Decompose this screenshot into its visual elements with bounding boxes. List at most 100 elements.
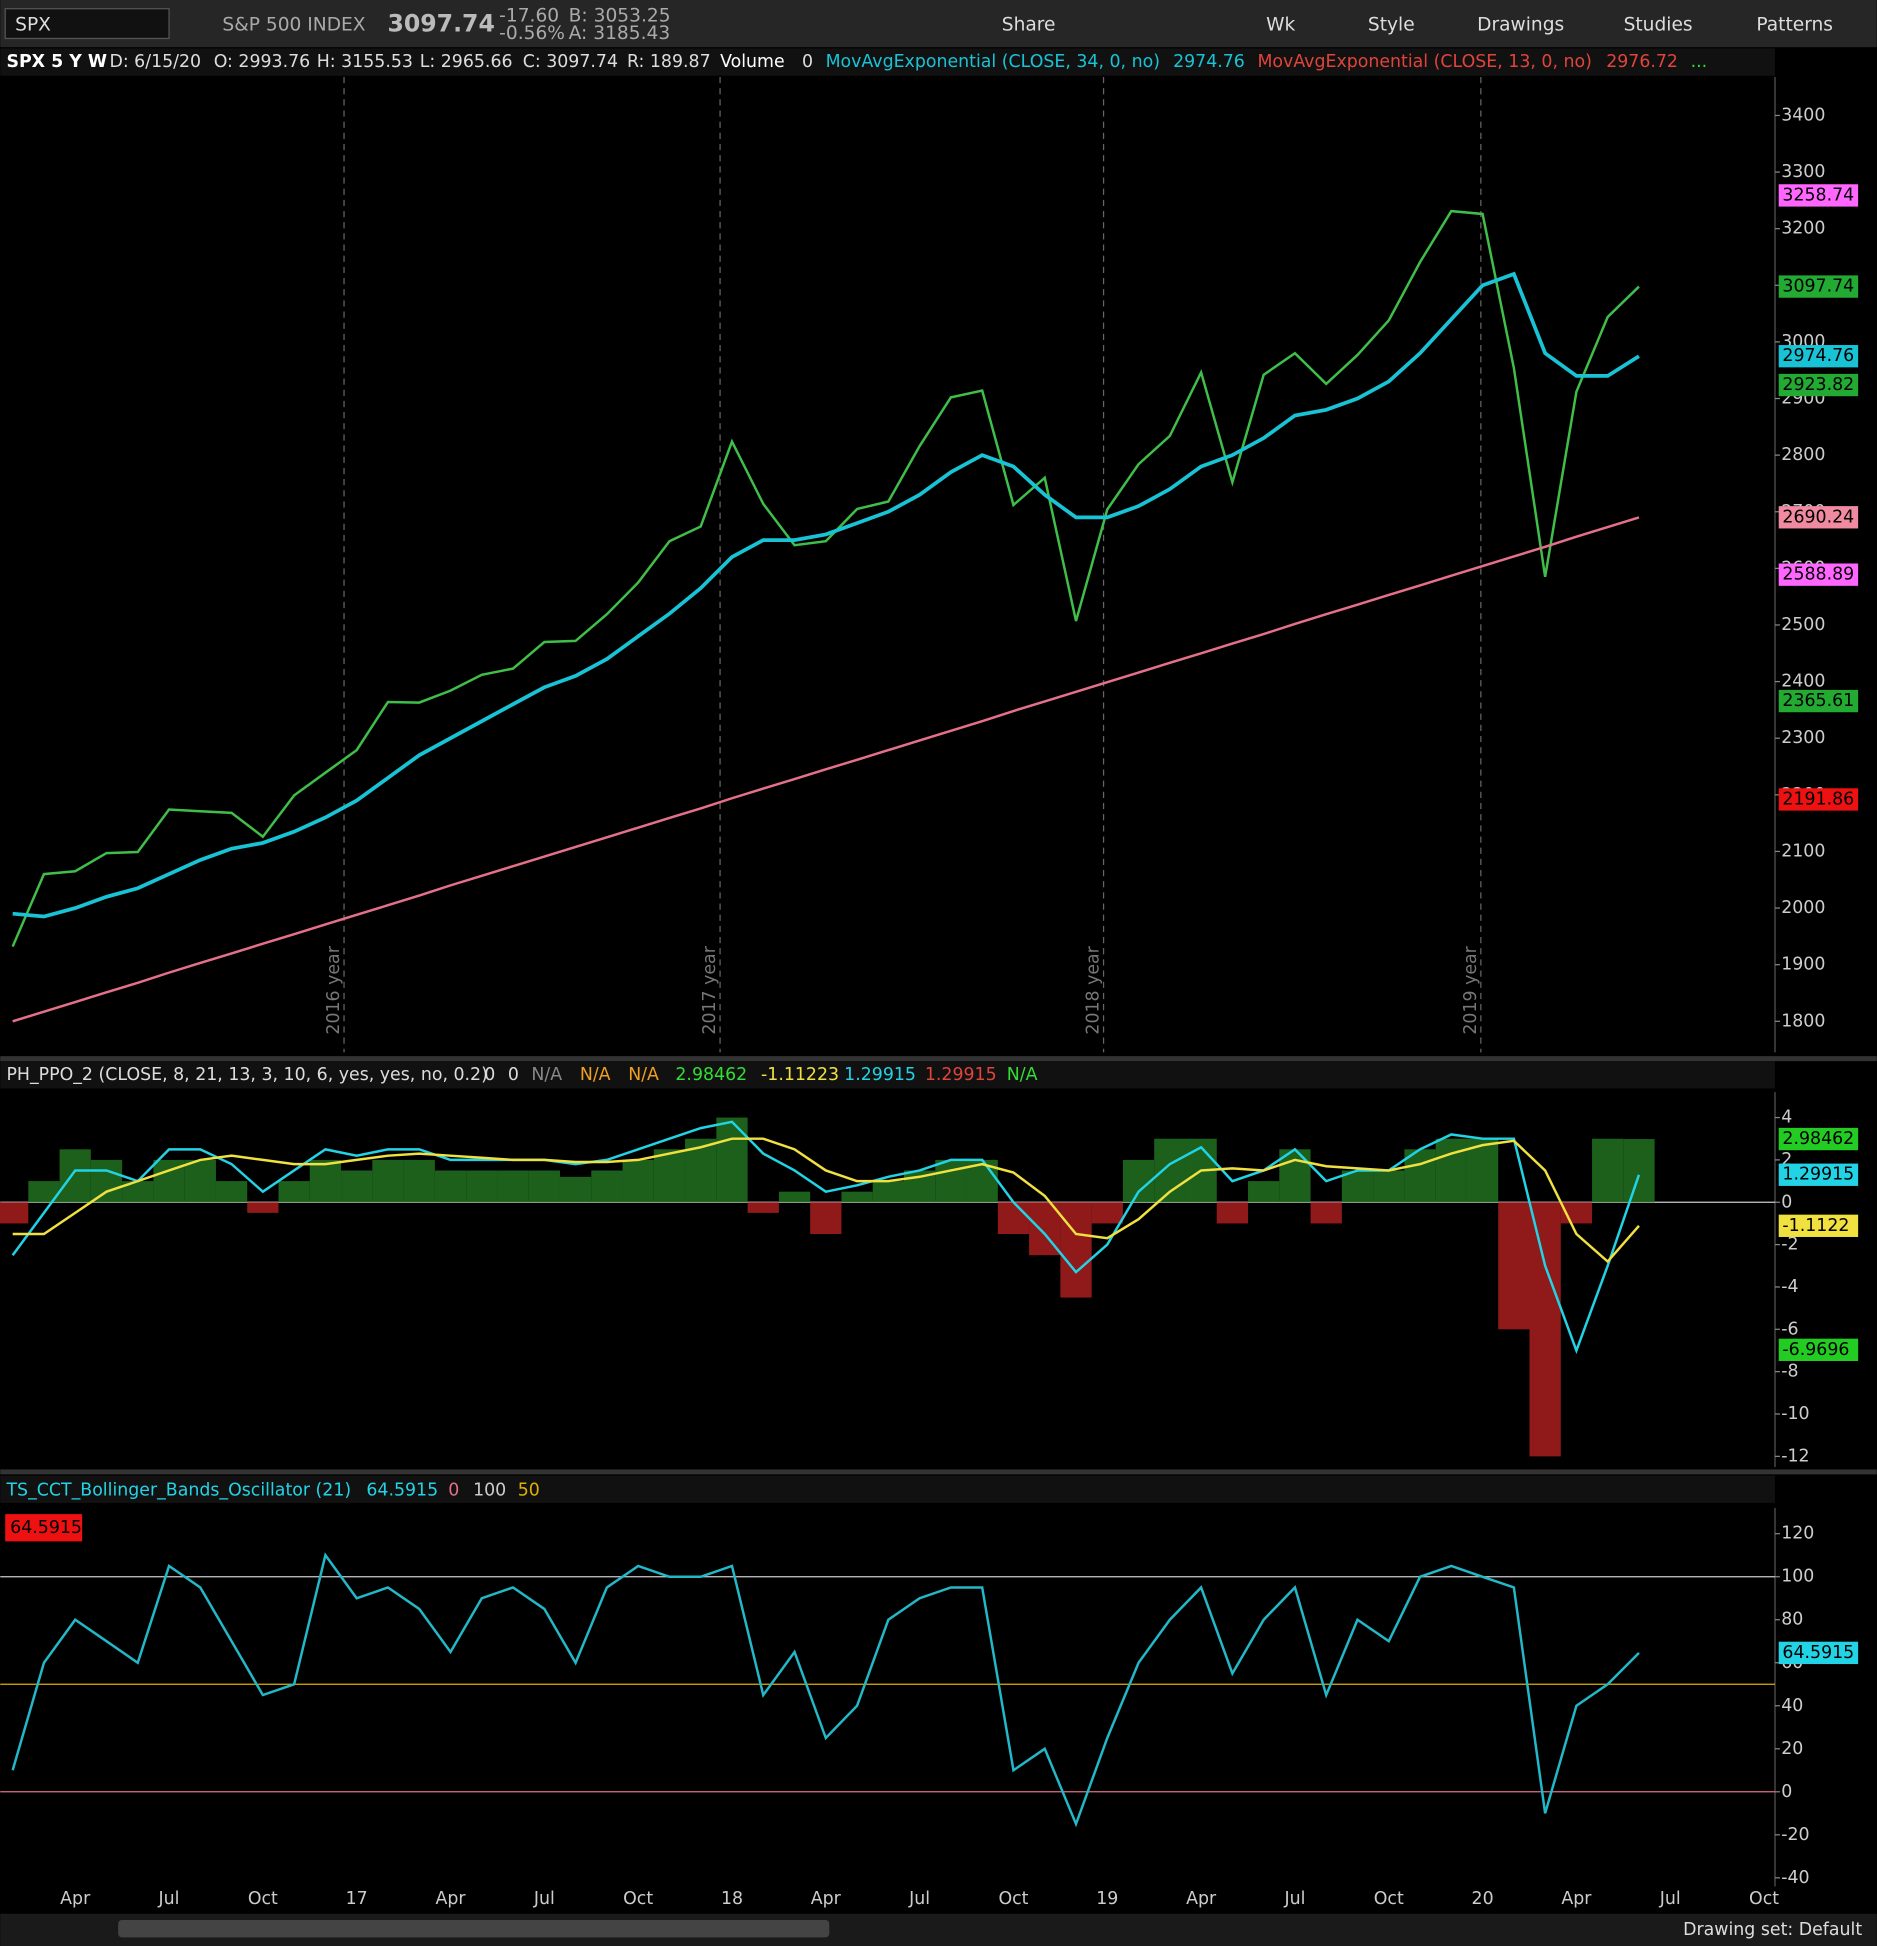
- histogram-bar: [1279, 1149, 1311, 1203]
- open: O: 2993.76: [214, 52, 311, 72]
- x-tick-label: 18: [721, 1889, 743, 1909]
- description: S&P 500 INDEX: [222, 14, 365, 35]
- year-label: 2018 year: [1084, 945, 1104, 1034]
- y-tick-label: 40: [1781, 1696, 1803, 1716]
- x-tick-label: Apr: [811, 1889, 842, 1909]
- price-badge: [1778, 689, 1859, 713]
- toolbar: SPX S&P 500 INDEX 3097.74 -17.60 -0.56% …: [0, 0, 1877, 48]
- header-bg: [0, 48, 1775, 76]
- price-badge-label: 2191.86: [1782, 789, 1854, 809]
- histogram-bar: [1623, 1139, 1655, 1203]
- year-label: 2016 year: [324, 945, 344, 1034]
- x-tick-label: 17: [346, 1889, 368, 1909]
- y-tick-label: 2: [1781, 1150, 1792, 1170]
- studies-button[interactable]: Studies: [1624, 14, 1693, 35]
- histogram-bar: [747, 1202, 779, 1213]
- x-tick-label: 19: [1096, 1889, 1118, 1909]
- price-badge: [1778, 1214, 1859, 1237]
- histogram-bar: [122, 1181, 154, 1203]
- flag-label: 64.5915: [10, 1518, 82, 1538]
- histogram-bar: [1091, 1202, 1123, 1224]
- study-value: 2.98462: [675, 1065, 747, 1085]
- legend-entry: MovAvgExponential (CLOSE, 13, 0, no): [1257, 52, 1591, 72]
- y-tick-label: -20: [1781, 1825, 1809, 1845]
- histogram-bar: [1592, 1138, 1624, 1203]
- study-title: TS_CCT_Bollinger_Bands_Oscillator (21): [5, 1481, 351, 1501]
- y-tick-label: 1900: [1781, 955, 1825, 975]
- low: L: 2965.66: [420, 52, 513, 72]
- more[interactable]: ...: [1691, 52, 1708, 72]
- scrollbar[interactable]: [118, 1919, 830, 1938]
- histogram-bar: [309, 1159, 342, 1203]
- histogram-bar: [215, 1181, 248, 1203]
- series-line: [12, 516, 1640, 1023]
- y-tick-label: 2500: [1781, 615, 1825, 635]
- separator: [0, 1469, 1877, 1475]
- symbol-box[interactable]: [4, 8, 170, 40]
- histogram-bar: [935, 1159, 967, 1203]
- price-header: SPX 5 Y W D: 6/15/20 O: 2993.76 H: 3155.…: [0, 48, 1775, 76]
- price-badge: [1778, 184, 1859, 207]
- y-tick-label: 120: [1781, 1524, 1814, 1544]
- price-badge: [1778, 345, 1859, 368]
- patterns-button[interactable]: Patterns: [1756, 14, 1833, 35]
- series-line: [11, 1552, 1640, 1828]
- histogram-bar: [1248, 1181, 1280, 1203]
- flag-badge: [5, 1514, 83, 1542]
- x-tick-label: Oct: [998, 1889, 1028, 1909]
- histogram-bar: [59, 1149, 91, 1203]
- volume: 0: [802, 52, 813, 72]
- price-badge: [1778, 788, 1859, 811]
- study-value: N/A: [580, 1065, 611, 1085]
- y-tick-label: 3400: [1781, 105, 1825, 125]
- price-badge: [1778, 1641, 1859, 1665]
- histogram-bar: [653, 1149, 686, 1203]
- x-tick-label: Oct: [623, 1889, 653, 1909]
- histogram-bar: [247, 1202, 279, 1213]
- x-tick-label: Jul: [158, 1889, 180, 1909]
- x-tick-label: Oct: [1749, 1889, 1779, 1909]
- y-tick-label: 0: [1781, 1192, 1792, 1212]
- net-change: -17.60: [499, 6, 559, 27]
- histogram-bar: [1435, 1138, 1467, 1203]
- y-tick-label: 100: [1781, 1567, 1814, 1587]
- legend-entry: MovAvgExponential (CLOSE, 34, 0, no): [826, 52, 1160, 72]
- share-button[interactable]: Share: [1002, 14, 1056, 35]
- histogram-bar: [622, 1159, 654, 1203]
- price-badge: [1778, 373, 1859, 397]
- y-tick-label: 20: [1781, 1739, 1803, 1759]
- y-tick-label: 2000: [1781, 898, 1825, 918]
- close: C: 3097.74: [523, 52, 618, 72]
- y-tick-label: 2300: [1781, 728, 1825, 748]
- price-badge-label: 2690.24: [1782, 507, 1854, 527]
- study-value: N/A: [1007, 1065, 1038, 1085]
- style-button[interactable]: Style: [1368, 14, 1415, 35]
- histogram-bar: [1466, 1138, 1499, 1203]
- series-line: [11, 209, 1640, 948]
- histogram-bar: [90, 1159, 123, 1203]
- ask: A: 3185.43: [569, 23, 671, 44]
- drawings-button[interactable]: Drawings: [1477, 14, 1564, 35]
- price-badge-label: 2.98462: [1782, 1129, 1854, 1149]
- price-badge-label: 2588.89: [1782, 565, 1854, 585]
- histogram-bar: [403, 1159, 435, 1203]
- y-tick-label: 4: [1781, 1108, 1792, 1128]
- aggregation-button[interactable]: Wk: [1266, 14, 1295, 35]
- y-tick-label: -10: [1781, 1404, 1809, 1424]
- symbol[interactable]: SPX: [15, 14, 51, 35]
- histogram-bar: [341, 1170, 373, 1203]
- drawing-set[interactable]: Drawing set: Default: [1683, 1920, 1862, 1940]
- histogram-bar: [841, 1191, 873, 1203]
- legend-value: 2974.76: [1173, 52, 1245, 72]
- histogram-bar: [778, 1191, 811, 1203]
- x-tick-label: Jul: [533, 1889, 555, 1909]
- x-tick-label: Jul: [1283, 1889, 1305, 1909]
- x-tick-label: Apr: [60, 1889, 91, 1909]
- price-badge: [1778, 506, 1859, 529]
- y-tick-label: -2: [1781, 1235, 1798, 1255]
- volume-label: Volume: [720, 52, 785, 72]
- y-tick-label: -8: [1781, 1362, 1798, 1382]
- histogram-bar: [559, 1176, 592, 1203]
